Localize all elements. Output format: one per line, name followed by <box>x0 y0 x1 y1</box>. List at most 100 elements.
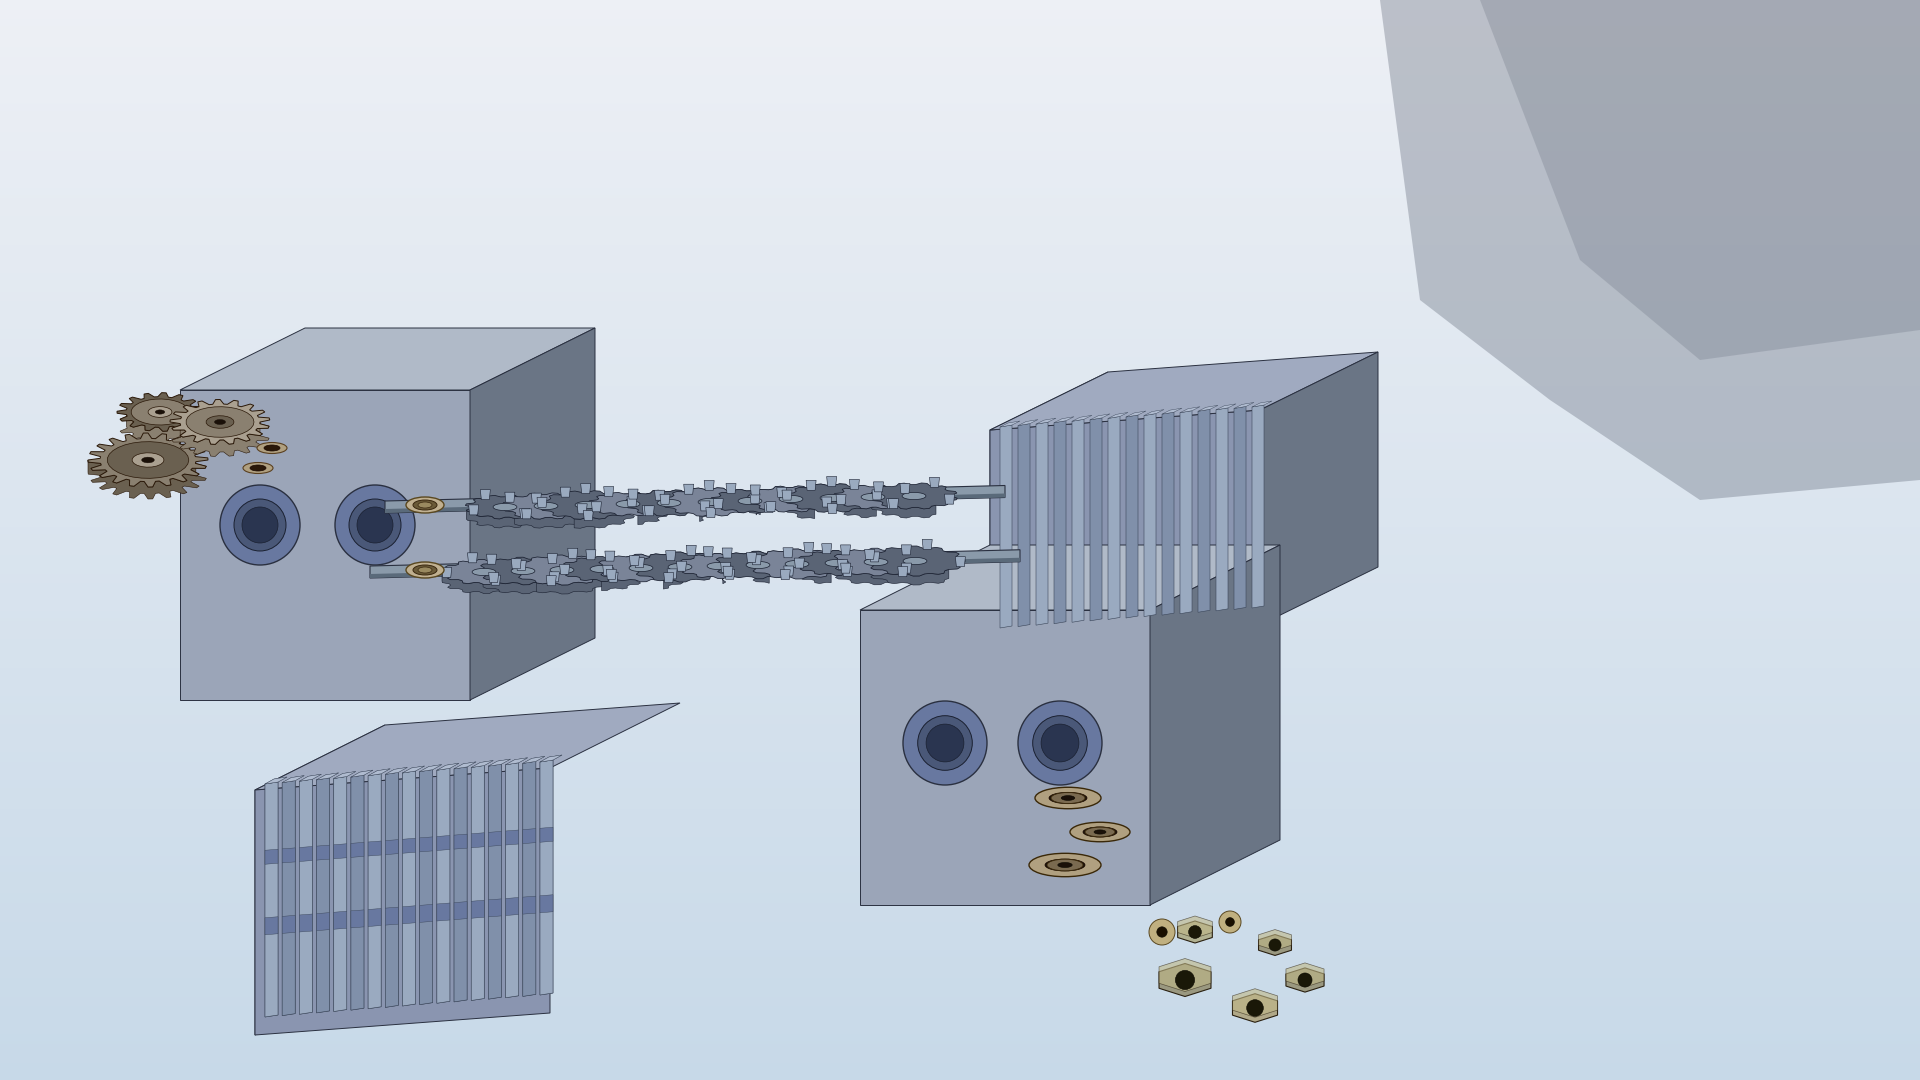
Polygon shape <box>574 494 634 528</box>
Polygon shape <box>1215 408 1229 611</box>
Polygon shape <box>1198 405 1217 411</box>
Ellipse shape <box>413 500 438 510</box>
Polygon shape <box>1480 0 1920 360</box>
Polygon shape <box>588 492 668 516</box>
Polygon shape <box>785 484 847 518</box>
Polygon shape <box>678 553 760 579</box>
Polygon shape <box>1071 416 1092 421</box>
Polygon shape <box>505 492 515 502</box>
Polygon shape <box>568 549 578 558</box>
Polygon shape <box>522 761 536 997</box>
Polygon shape <box>1233 988 1277 1017</box>
Polygon shape <box>490 572 499 582</box>
Polygon shape <box>505 897 518 916</box>
Polygon shape <box>795 558 804 568</box>
Polygon shape <box>707 508 716 517</box>
Polygon shape <box>1091 414 1110 420</box>
Circle shape <box>357 507 394 543</box>
Polygon shape <box>472 568 495 576</box>
Polygon shape <box>929 477 939 487</box>
Polygon shape <box>300 847 313 862</box>
Ellipse shape <box>1029 853 1100 877</box>
Circle shape <box>242 507 278 543</box>
Polygon shape <box>317 778 330 1013</box>
Polygon shape <box>420 770 432 1004</box>
Polygon shape <box>488 759 511 766</box>
Polygon shape <box>505 762 518 998</box>
Ellipse shape <box>1069 822 1131 841</box>
Polygon shape <box>870 486 935 518</box>
Circle shape <box>1246 1000 1263 1016</box>
Polygon shape <box>666 551 676 561</box>
Polygon shape <box>511 558 520 569</box>
Polygon shape <box>117 393 202 431</box>
Polygon shape <box>837 559 847 569</box>
Circle shape <box>1041 724 1079 761</box>
Polygon shape <box>1258 934 1292 956</box>
Polygon shape <box>486 554 497 564</box>
Polygon shape <box>465 495 545 518</box>
Circle shape <box>1148 919 1175 945</box>
Polygon shape <box>1235 406 1246 609</box>
Polygon shape <box>371 550 1020 578</box>
Polygon shape <box>1181 410 1192 613</box>
Polygon shape <box>676 562 687 571</box>
Polygon shape <box>386 494 1004 513</box>
Polygon shape <box>369 773 382 1009</box>
Polygon shape <box>664 572 674 583</box>
Polygon shape <box>148 406 173 417</box>
Polygon shape <box>317 773 338 780</box>
Polygon shape <box>889 499 899 509</box>
Polygon shape <box>605 551 614 562</box>
Polygon shape <box>522 828 536 843</box>
Polygon shape <box>1018 419 1039 426</box>
Polygon shape <box>300 780 313 1014</box>
Polygon shape <box>515 499 589 528</box>
Polygon shape <box>778 487 787 497</box>
Polygon shape <box>1160 959 1212 991</box>
Polygon shape <box>282 781 296 1015</box>
Polygon shape <box>804 542 814 552</box>
Polygon shape <box>369 841 382 856</box>
Polygon shape <box>317 773 338 780</box>
Polygon shape <box>747 562 770 568</box>
Polygon shape <box>351 909 365 928</box>
Polygon shape <box>672 488 758 515</box>
Polygon shape <box>1177 921 1212 943</box>
Polygon shape <box>282 848 296 863</box>
Polygon shape <box>922 539 933 550</box>
Polygon shape <box>142 457 154 463</box>
Polygon shape <box>703 546 714 557</box>
Polygon shape <box>628 497 637 507</box>
Polygon shape <box>1108 413 1129 418</box>
Polygon shape <box>369 769 390 775</box>
Polygon shape <box>747 486 835 512</box>
Circle shape <box>925 724 964 761</box>
Ellipse shape <box>1035 787 1100 809</box>
Polygon shape <box>829 550 891 584</box>
Polygon shape <box>699 498 722 505</box>
Polygon shape <box>540 490 634 519</box>
Polygon shape <box>470 328 595 700</box>
Polygon shape <box>833 485 912 509</box>
Polygon shape <box>1037 422 1048 625</box>
Polygon shape <box>1054 421 1066 624</box>
Polygon shape <box>783 566 793 576</box>
Polygon shape <box>369 769 390 775</box>
Polygon shape <box>864 550 876 559</box>
Polygon shape <box>945 495 954 504</box>
Polygon shape <box>265 777 286 784</box>
Ellipse shape <box>1058 863 1071 867</box>
Polygon shape <box>522 896 536 914</box>
Polygon shape <box>710 489 789 511</box>
Polygon shape <box>720 563 732 572</box>
Polygon shape <box>540 760 553 995</box>
Polygon shape <box>438 768 449 1003</box>
Polygon shape <box>680 553 760 576</box>
Polygon shape <box>132 453 163 468</box>
Circle shape <box>234 499 286 551</box>
Polygon shape <box>351 842 365 858</box>
Polygon shape <box>453 767 467 1002</box>
Polygon shape <box>255 703 680 789</box>
Polygon shape <box>386 768 407 774</box>
